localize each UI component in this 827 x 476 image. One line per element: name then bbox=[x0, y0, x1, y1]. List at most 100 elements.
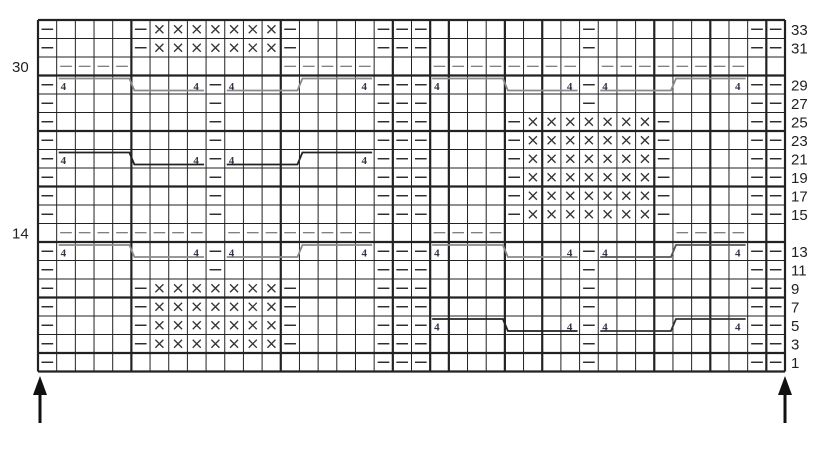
cross-symbol bbox=[229, 283, 239, 293]
cross-symbol bbox=[640, 209, 650, 219]
cross-symbol bbox=[621, 172, 631, 182]
row-number-label: 31 bbox=[791, 40, 808, 57]
cross-symbol bbox=[210, 320, 220, 330]
cross-symbol bbox=[640, 191, 650, 201]
cross-symbol bbox=[154, 339, 164, 349]
cross-symbol bbox=[229, 302, 239, 312]
cable-line bbox=[432, 318, 578, 332]
cable-line bbox=[226, 151, 373, 166]
cross-symbol bbox=[154, 283, 164, 293]
cross-symbol bbox=[584, 172, 594, 182]
cross-symbol bbox=[210, 24, 220, 34]
row-number-label: 15 bbox=[791, 207, 808, 224]
cross-symbol bbox=[621, 191, 631, 201]
cable-count-left: 4 bbox=[229, 155, 235, 167]
cross-symbol bbox=[229, 43, 239, 53]
cross-symbol bbox=[547, 209, 557, 219]
cross-symbol bbox=[603, 154, 613, 164]
cross-symbol bbox=[621, 117, 631, 127]
row-number-label: 1 bbox=[791, 355, 799, 372]
cross-symbol bbox=[584, 209, 594, 219]
cross-symbol bbox=[229, 24, 239, 34]
row-number-label: 17 bbox=[791, 188, 808, 205]
cross-symbol bbox=[248, 302, 258, 312]
cross-symbol bbox=[266, 283, 276, 293]
cable-line bbox=[58, 151, 205, 166]
cross-symbol bbox=[154, 24, 164, 34]
cross-symbol bbox=[621, 209, 631, 219]
cross-symbol bbox=[640, 154, 650, 164]
cable-count-right: 4 bbox=[361, 248, 367, 260]
cross-symbol bbox=[565, 209, 575, 219]
cross-symbol bbox=[266, 339, 276, 349]
cross-symbol bbox=[266, 302, 276, 312]
cable-line bbox=[58, 244, 205, 258]
row-number-label: 7 bbox=[791, 299, 799, 316]
cross-symbol bbox=[565, 135, 575, 145]
row-number-label: 13 bbox=[791, 244, 808, 261]
cross-symbol bbox=[621, 154, 631, 164]
row-number-label: 14 bbox=[12, 225, 29, 242]
cross-symbol bbox=[621, 135, 631, 145]
row-number-label: 3 bbox=[791, 336, 799, 353]
arrow-head-icon bbox=[778, 376, 792, 395]
cross-symbol bbox=[528, 135, 538, 145]
cable-line bbox=[600, 318, 746, 332]
cable-count-right: 4 bbox=[567, 81, 573, 93]
cable-count-left: 4 bbox=[61, 155, 67, 167]
cross-symbol bbox=[192, 283, 202, 293]
cable-count-right: 4 bbox=[361, 155, 367, 167]
cable-count-right: 4 bbox=[361, 81, 367, 93]
cable-count-right: 4 bbox=[567, 248, 573, 260]
cross-symbol bbox=[528, 117, 538, 127]
cable-count-right: 4 bbox=[735, 81, 741, 93]
cross-symbol bbox=[528, 154, 538, 164]
cross-symbol bbox=[528, 172, 538, 182]
cross-symbol bbox=[192, 320, 202, 330]
row-number-label: 29 bbox=[791, 77, 808, 94]
cross-symbol bbox=[547, 191, 557, 201]
row-number-label: 5 bbox=[791, 318, 799, 335]
cross-symbol bbox=[603, 135, 613, 145]
cross-symbol bbox=[192, 302, 202, 312]
cable-count-right: 4 bbox=[735, 248, 741, 260]
cross-symbol bbox=[154, 302, 164, 312]
cross-symbol bbox=[547, 154, 557, 164]
cable-line bbox=[58, 77, 205, 92]
cable-count-left: 4 bbox=[229, 248, 235, 260]
cross-symbol bbox=[640, 172, 650, 182]
cross-symbol bbox=[266, 24, 276, 34]
cross-symbol bbox=[584, 191, 594, 201]
row-number-label: 11 bbox=[791, 262, 807, 279]
cross-symbol bbox=[210, 302, 220, 312]
cross-symbol bbox=[640, 135, 650, 145]
cross-symbol bbox=[173, 339, 183, 349]
cross-symbol bbox=[584, 117, 594, 127]
cross-symbol bbox=[210, 339, 220, 349]
cross-symbol bbox=[154, 43, 164, 53]
cross-symbol bbox=[248, 339, 258, 349]
cable-line bbox=[600, 77, 746, 92]
cross-symbol bbox=[229, 320, 239, 330]
cross-symbol bbox=[565, 154, 575, 164]
cross-symbol bbox=[173, 320, 183, 330]
cable-line bbox=[432, 244, 578, 258]
cross-symbol bbox=[192, 339, 202, 349]
cross-symbol bbox=[547, 172, 557, 182]
cross-symbol bbox=[565, 117, 575, 127]
cross-symbol bbox=[210, 283, 220, 293]
row-number-label: 33 bbox=[791, 22, 808, 39]
row-number-label: 23 bbox=[791, 133, 808, 150]
cable-line bbox=[432, 77, 578, 92]
cross-symbol bbox=[565, 191, 575, 201]
cable-count-right: 4 bbox=[193, 81, 199, 93]
cable-count-left: 4 bbox=[434, 322, 440, 334]
cross-symbol bbox=[266, 320, 276, 330]
cross-symbol bbox=[603, 117, 613, 127]
cable-line bbox=[600, 244, 746, 258]
cross-symbol bbox=[603, 191, 613, 201]
cable-line bbox=[226, 77, 373, 92]
cable-count-left: 4 bbox=[602, 81, 608, 93]
